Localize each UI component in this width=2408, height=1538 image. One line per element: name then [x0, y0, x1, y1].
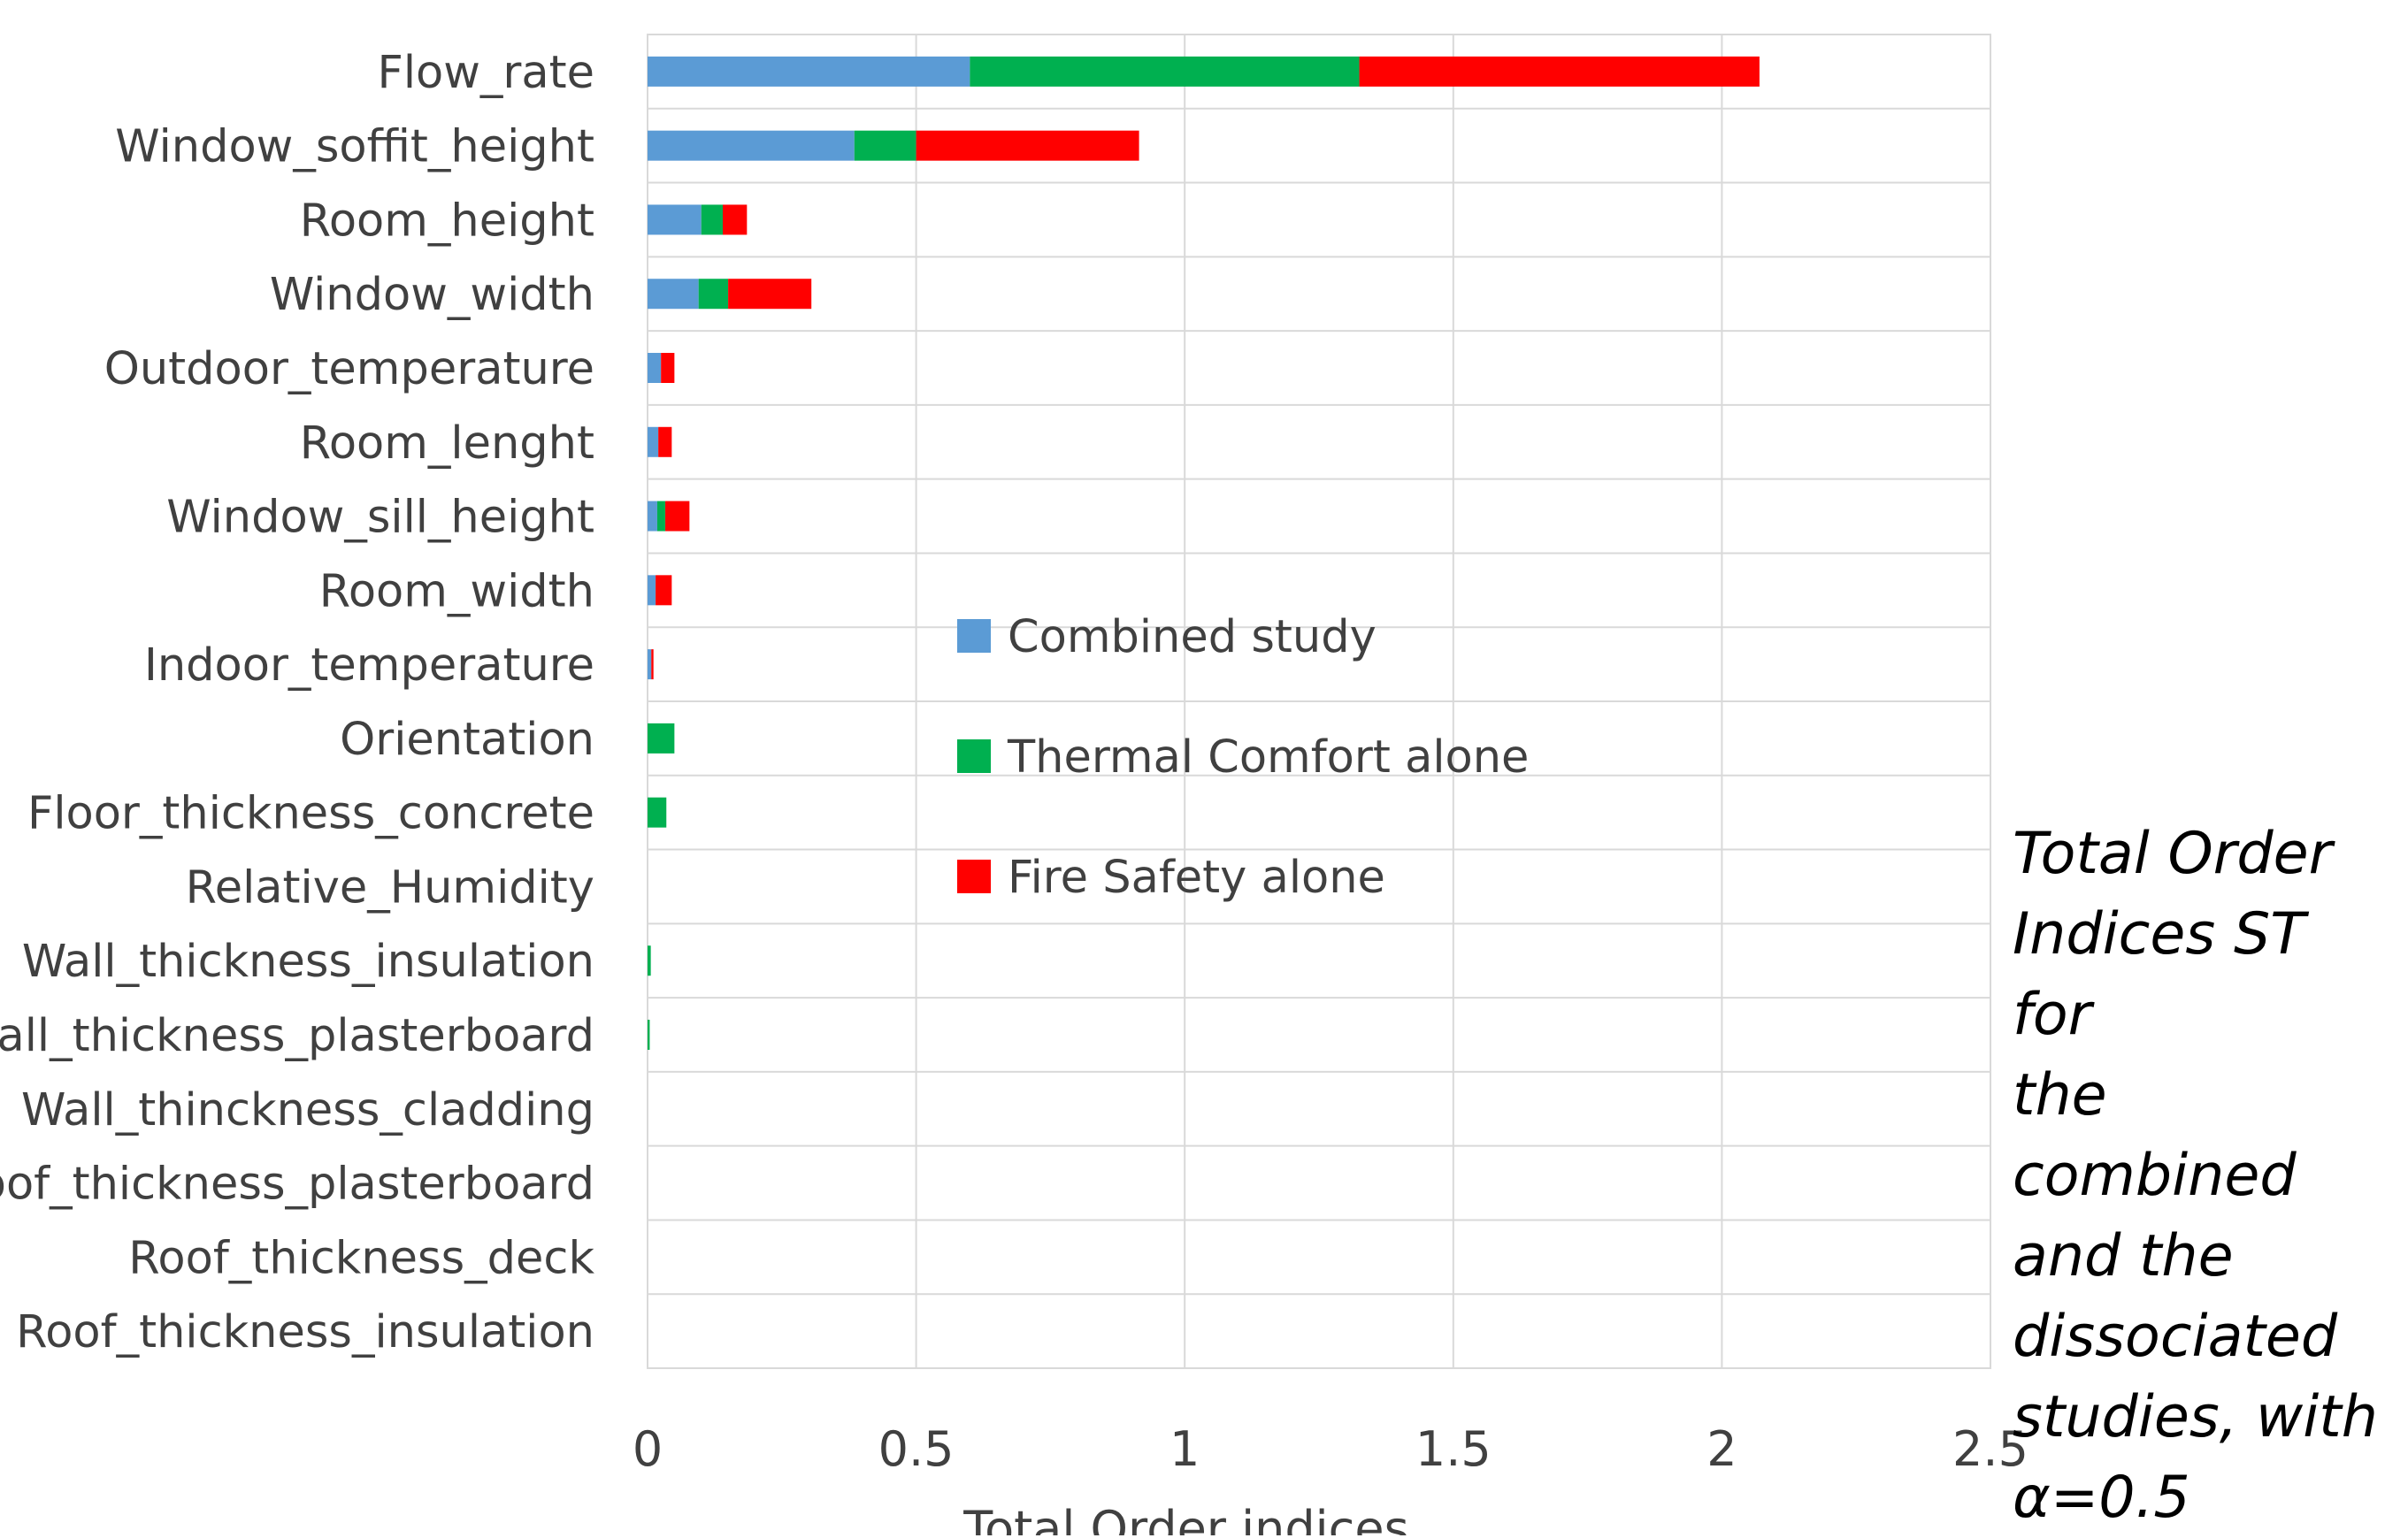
bar-segment: [648, 426, 659, 457]
bar-segment: [728, 279, 812, 310]
category-label: Floor_thickness_concrete: [27, 788, 594, 840]
x-axis-title: Total Order indices: [962, 1501, 1408, 1535]
bar-segment: [854, 130, 916, 161]
category-label: Wall_thickness_plasterboard: [0, 1010, 594, 1062]
category-label: Window_sill_height: [166, 492, 594, 544]
bar-segment: [723, 204, 748, 235]
x-tick-label: 0: [633, 1421, 663, 1477]
bar-segment: [970, 56, 1360, 87]
x-tick-labels: 0 0.5 1 1.5 2 2.5: [633, 1421, 2028, 1477]
category-labels: Flow_rate Window_soffit_height Room_height…: [0, 47, 594, 1358]
legend-label: Combined study: [1008, 611, 1377, 663]
x-tick-label: 2.5: [1952, 1421, 2028, 1477]
legend-swatch: [957, 860, 991, 893]
category-label: Relative_Humidity: [186, 861, 594, 914]
category-label: Indoor_temperature: [144, 639, 594, 692]
bar-segment: [698, 279, 729, 310]
category-label: Roof_thickness_plasterboard: [0, 1159, 594, 1211]
category-label: Outdoor_temperature: [104, 343, 594, 395]
bar-segment: [656, 501, 666, 532]
category-label: Room_height: [300, 195, 594, 247]
bar-segment: [916, 130, 1139, 161]
x-tick-label: 2: [1706, 1421, 1737, 1477]
bar-segment: [701, 204, 724, 235]
bar-segment: [648, 353, 662, 383]
bar-segment: [648, 945, 651, 976]
legend-swatch: [957, 739, 991, 773]
bar-segment: [658, 426, 672, 457]
bar-segment: [648, 1020, 650, 1050]
bars: [648, 56, 1760, 1050]
bar-segment: [651, 649, 654, 680]
bar-segment: [648, 56, 970, 87]
bar-segment: [648, 723, 675, 754]
bar-segment: [648, 501, 657, 532]
category-label: Roof_thickness_insulation: [16, 1306, 594, 1358]
bar-segment: [648, 797, 667, 828]
bar-segment: [656, 575, 672, 606]
legend-label: Fire Safety alone: [1008, 852, 1385, 904]
category-label: Wall_thickness_insulation: [22, 936, 594, 988]
gridlines: [647, 34, 1991, 1368]
category-label: Flow_rate: [377, 47, 594, 99]
figure-caption: Total Order Indices ST for the combined …: [2013, 821, 2378, 1531]
bar-segment: [648, 204, 702, 235]
bar-segment: [648, 130, 855, 161]
category-label: Room_lenght: [300, 417, 594, 470]
legend: Combined study Thermal Comfort alone Fire …: [957, 611, 1529, 904]
category-label: Orientation: [340, 714, 594, 766]
bar-segment: [648, 575, 656, 606]
bar-segment: [648, 279, 699, 310]
x-tick-label: 1: [1169, 1421, 1200, 1477]
category-label: Wall_thinckness_cladding: [21, 1084, 594, 1136]
legend-label: Thermal Comfort alone: [1007, 731, 1529, 784]
bar-segment: [648, 649, 652, 680]
bar-segment: [661, 353, 675, 383]
bar-segment: [665, 501, 690, 532]
category-label: Window_width: [270, 269, 594, 321]
category-label: Window_soffit_height: [115, 121, 594, 173]
x-tick-label: 1.5: [1415, 1421, 1492, 1477]
bar-segment: [1359, 56, 1760, 87]
category-label: Room_width: [319, 565, 594, 617]
legend-swatch: [957, 619, 991, 653]
category-label: Roof_thickness_deck: [128, 1232, 594, 1284]
x-tick-label: 0.5: [878, 1421, 955, 1477]
